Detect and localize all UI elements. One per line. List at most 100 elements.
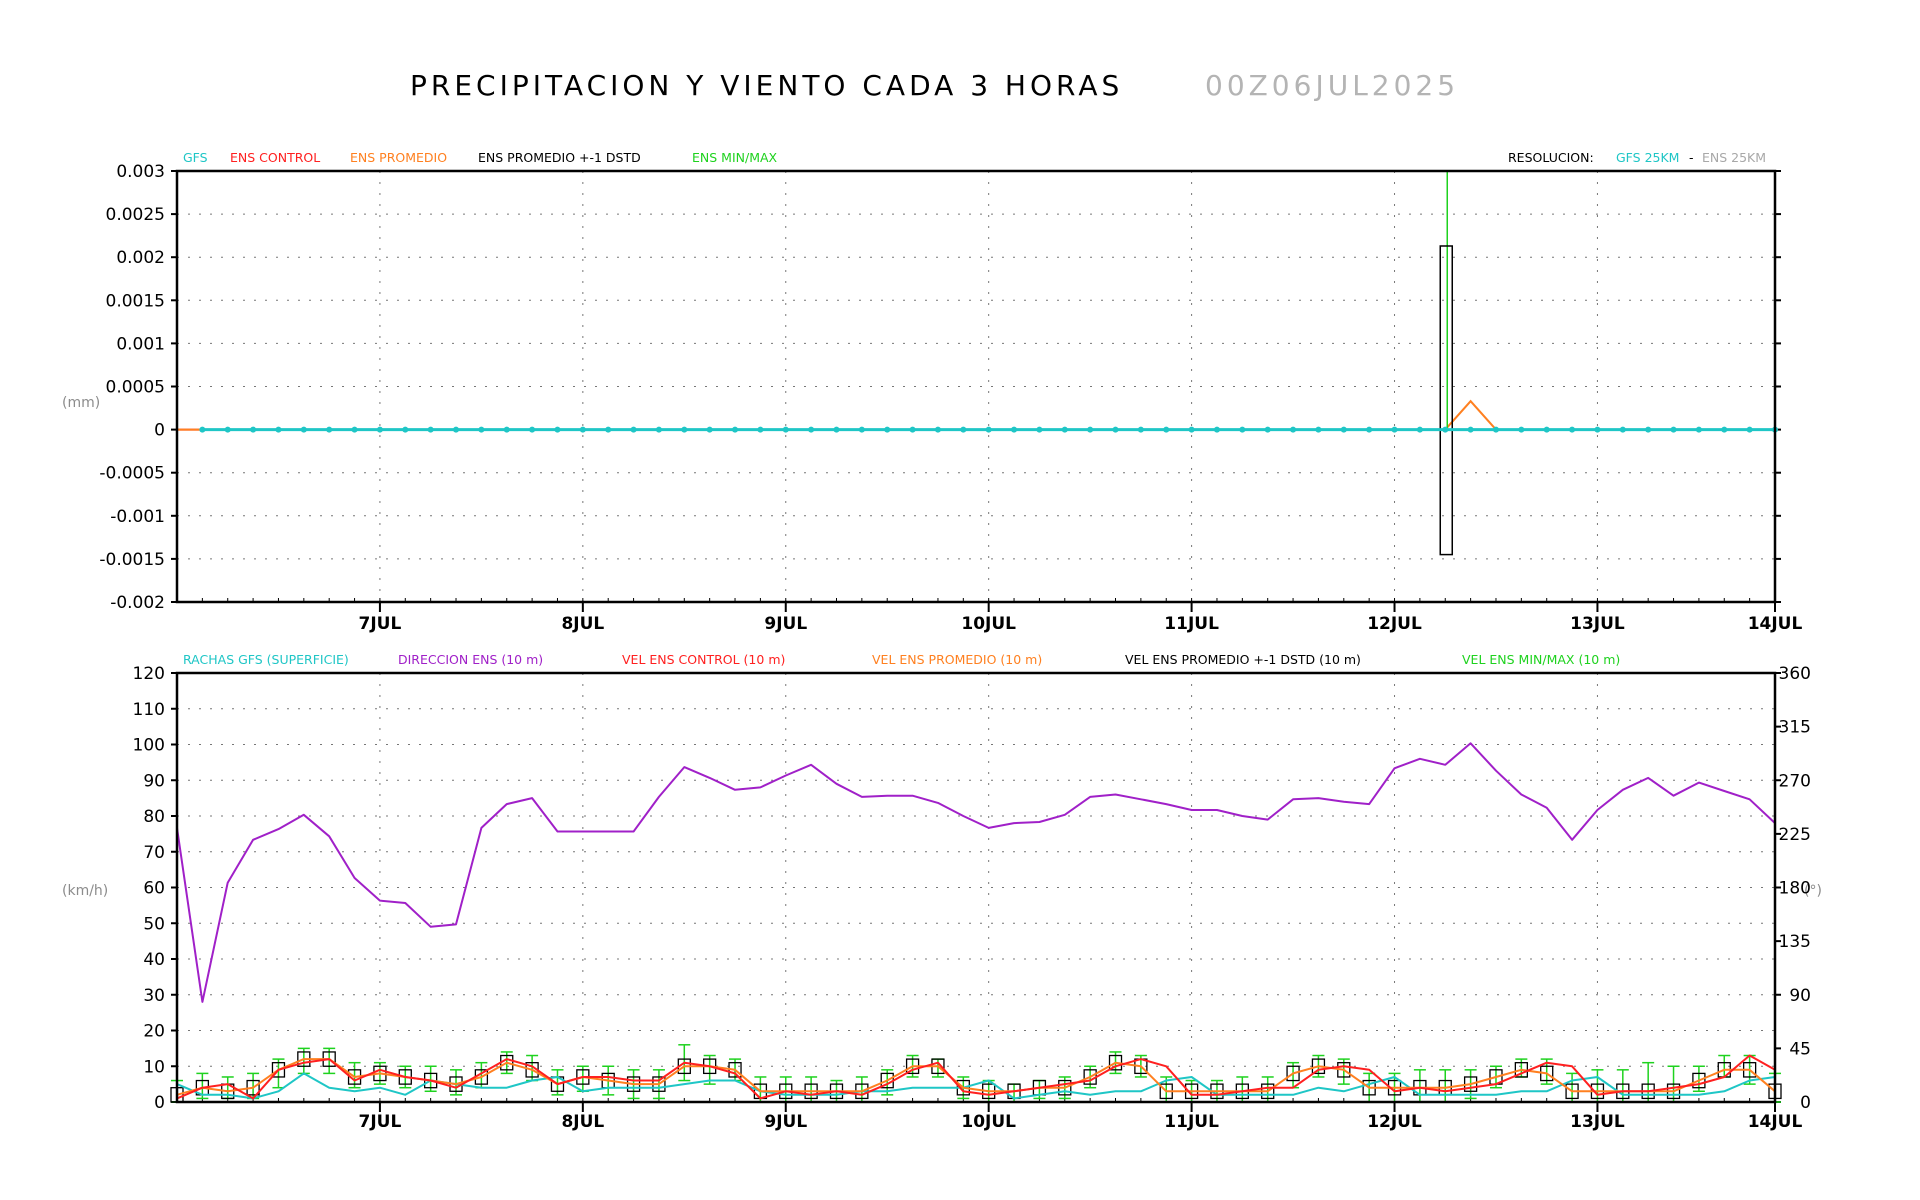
gfs-point [427,426,434,433]
gfs-point [985,426,992,433]
direction-unit-label: (°) [1804,883,1822,899]
precip-xtick-label: 11JUL [1164,614,1219,634]
direction-ytick-label: 360 [1779,664,1811,684]
wind-xtick-label: 12JUL [1367,1112,1422,1132]
vel-std-box [1286,1065,1300,1082]
gfs-point [326,426,333,433]
gfs-point [1721,426,1728,433]
direction-ytick-label: 180 [1779,879,1811,899]
wind-ytick-label: 40 [143,950,165,970]
wind-panel: 0 10 20 30 40 50 60 70 80 90 100 110 120 0 45 90 135 180 2… [133,664,1811,1132]
gfs-point [351,426,358,433]
series-vel-ens-promedio [176,1058,1776,1096]
wind-ytick-label: 50 [143,914,165,934]
precip-xtick-label: 10JUL [961,614,1016,634]
direction-ytick-label: 90 [1789,986,1811,1006]
gfs-point [1746,426,1753,433]
precip-ytick-label: -0.002 [110,593,165,613]
precip-ytick-label: -0.0015 [99,550,165,570]
run-date: 00Z06JUL2025 [1205,69,1459,102]
direction-ytick-label: 270 [1779,771,1811,791]
gfs-point [960,426,967,433]
gfs-point [732,426,739,433]
series-ens-std-box [1439,245,1454,556]
gfs-point [1315,426,1322,433]
wind-ytick-label: 10 [143,1057,165,1077]
vel-std-box [271,1062,286,1078]
wind-ytick-label: 110 [133,700,165,720]
legend-resolution-label: RESOLUCION: [1508,150,1594,165]
gfs-point [1340,426,1347,433]
wind-ytick-label: 80 [143,807,165,827]
precip-ytick-label: -0.0005 [99,464,165,484]
gfs-point [1594,426,1601,433]
gfs-point [1011,426,1018,433]
gfs-point [224,426,231,433]
gfs-point [1619,426,1626,433]
gfs-point [1492,426,1499,433]
precip-xtick-label: 9JUL [764,614,807,634]
direction-ytick-label: 135 [1779,932,1811,952]
wind-ytick-label: 90 [143,771,165,791]
precip-xtick-label: 14JUL [1748,614,1803,634]
gfs-point [402,426,409,433]
gfs-point [706,426,713,433]
wind-xtick-label: 10JUL [961,1112,1016,1132]
gfs-point [1137,426,1144,433]
legend-gfs: GFS [183,150,208,165]
precipitation-panel: 0.003 0.0025 0.002 0.0015 0.001 0.0005 0 -0.000… [99,162,1802,634]
bottom-legend: RACHAS GFS (SUPERFICIE) DIRECCION ENS (1… [183,652,1620,667]
legend-ens-minmax: ENS MIN/MAX [692,150,778,165]
gfs-point [1290,426,1297,433]
precip-xtick-label: 7JUL [359,614,402,634]
series-ens-promedio [177,399,1775,431]
series-rachas-gfs [176,1072,1776,1100]
wind-xtick-label: 9JUL [764,1112,807,1132]
gfs-point [655,426,662,433]
wind-xtick-label: 7JUL [359,1112,402,1132]
legend-resolution-sep: - [1689,150,1694,165]
gfs-point [579,426,586,433]
precip-ytick-label: 0.003 [116,162,165,182]
chart-title: PRECIPITACION Y VIENTO CADA 3 HORAS [410,69,1123,102]
gfs-point [630,426,637,433]
gfs-point [1188,426,1195,433]
gfs-point [529,426,536,433]
gfs-point [782,426,789,433]
gfs-point [1239,426,1246,433]
legend-vel-ens-promedio: VEL ENS PROMEDIO (10 m) [872,652,1042,667]
gfs-point [605,426,612,433]
gfs-point [1467,426,1474,433]
gfs-point [1645,426,1652,433]
gfs-point [1112,426,1119,433]
top-legend: GFS ENS CONTROL ENS PROMEDIO ENS PROMEDI… [183,150,1766,165]
series-direccion-ens [176,742,1776,1003]
precip-xtick-label: 12JUL [1367,614,1422,634]
gfs-point [453,426,460,433]
legend-resolution-ens: ENS 25KM [1702,150,1766,165]
gfs-point [833,426,840,433]
gfs-point [1442,426,1449,433]
precip-xtick-label: 13JUL [1570,614,1625,634]
gfs-point [1087,426,1094,433]
precip-frame [175,169,1777,604]
precip-ytick-label: 0 [154,421,165,441]
wind-frame [175,671,1777,1104]
gfs-point [1569,426,1576,433]
gfs-point [681,426,688,433]
gfs-point [757,426,764,433]
gfs-point [808,426,815,433]
gfs-point [1366,426,1373,433]
direction-ytick-label: 225 [1779,825,1811,845]
gfs-point [1213,426,1220,433]
gfs-point [1670,426,1677,433]
gfs-point [1391,426,1398,433]
wind-xtick-label: 11JUL [1164,1112,1219,1132]
precip-ytick-label: 0.0015 [106,291,165,311]
gfs-point [934,426,941,433]
vel-std-box [1692,1072,1706,1089]
direction-ytick-label: 0 [1800,1093,1811,1113]
gfs-point [300,426,307,433]
precip-ytick-label: -0.001 [110,507,165,527]
